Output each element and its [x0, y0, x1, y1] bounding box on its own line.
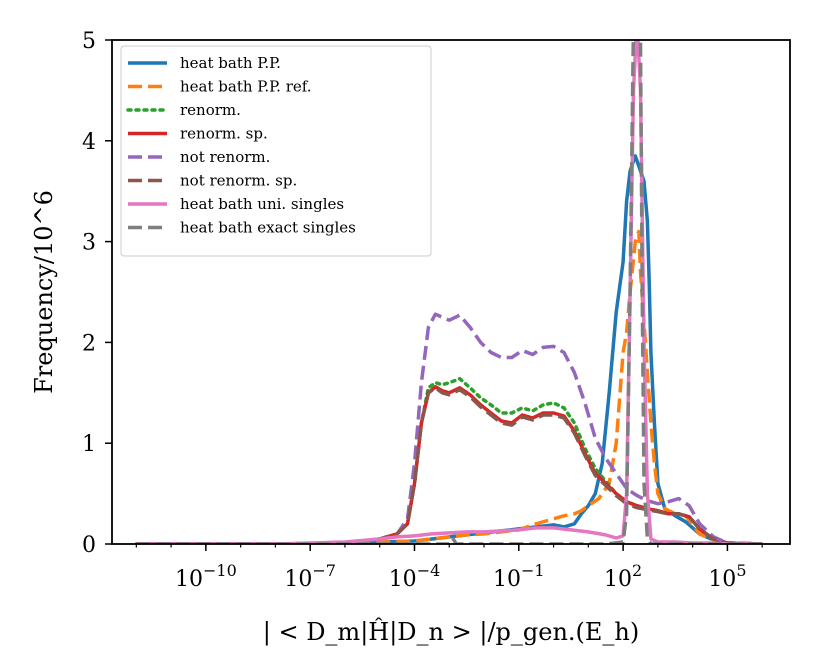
x-tick-label: 10−7 [284, 561, 336, 592]
series-line-5 [136, 312, 763, 544]
legend-label: heat bath exact singles [180, 219, 356, 237]
x-tick-base: 10 [493, 567, 521, 592]
legend-label: renorm. sp. [180, 125, 268, 143]
legend-label: heat bath P.P. [180, 54, 281, 72]
x-tick-label: 10−4 [389, 561, 441, 592]
legend-label: not renorm. sp. [180, 172, 297, 190]
y-tick-label: 1 [82, 432, 96, 457]
y-tick-label: 0 [82, 533, 96, 558]
legend-label: heat bath P.P. ref. [180, 78, 312, 96]
x-tick-exponent: −1 [521, 561, 545, 580]
series-line-8 [136, 40, 763, 544]
x-tick-exponent: 2 [632, 561, 642, 580]
legend-label: heat bath uni. singles [180, 195, 344, 213]
y-axis-ticks: 0 1 2 3 4 5 [82, 29, 112, 558]
x-tick-label: 105 [708, 561, 746, 592]
x-tick-label: 10−1 [493, 561, 545, 592]
x-tick-exponent: −10 [203, 561, 237, 580]
y-tick-label: 5 [82, 29, 96, 54]
series-line-6 [136, 386, 763, 544]
y-tick-label: 3 [82, 231, 96, 256]
y-tick-label: 4 [82, 130, 96, 155]
x-tick-exponent: −4 [417, 561, 441, 580]
x-tick-base: 10 [708, 567, 736, 592]
legend-label: not renorm. [180, 148, 270, 166]
x-tick-exponent: 5 [736, 561, 746, 580]
x-axis-label: | < D_m|Ĥ|D_n > |/p_gen.(E_h) [263, 617, 640, 647]
legend-label: renorm. [180, 101, 241, 119]
series-line-7 [136, 40, 763, 544]
x-axis-ticks: 10−10 10−7 10−4 10−1 102 105 [135, 544, 763, 592]
x-tick-exponent: −7 [312, 561, 336, 580]
x-tick-base: 10 [284, 567, 312, 592]
x-tick-label: 10−10 [175, 561, 237, 592]
x-tick-base: 10 [604, 567, 632, 592]
x-tick-label: 102 [604, 561, 642, 592]
y-tick-label: 2 [82, 331, 96, 356]
x-tick-base: 10 [389, 567, 417, 592]
plot-frame [111, 39, 791, 545]
y-axis-label: Frequency/10^6 [30, 190, 58, 394]
legend-box [120, 45, 432, 257]
series-layer [134, 40, 764, 544]
x-tick-base: 10 [175, 567, 203, 592]
series-line-2 [136, 229, 763, 544]
legend: heat bath P.P. heat bath P.P. ref. renorm.… [120, 45, 432, 257]
